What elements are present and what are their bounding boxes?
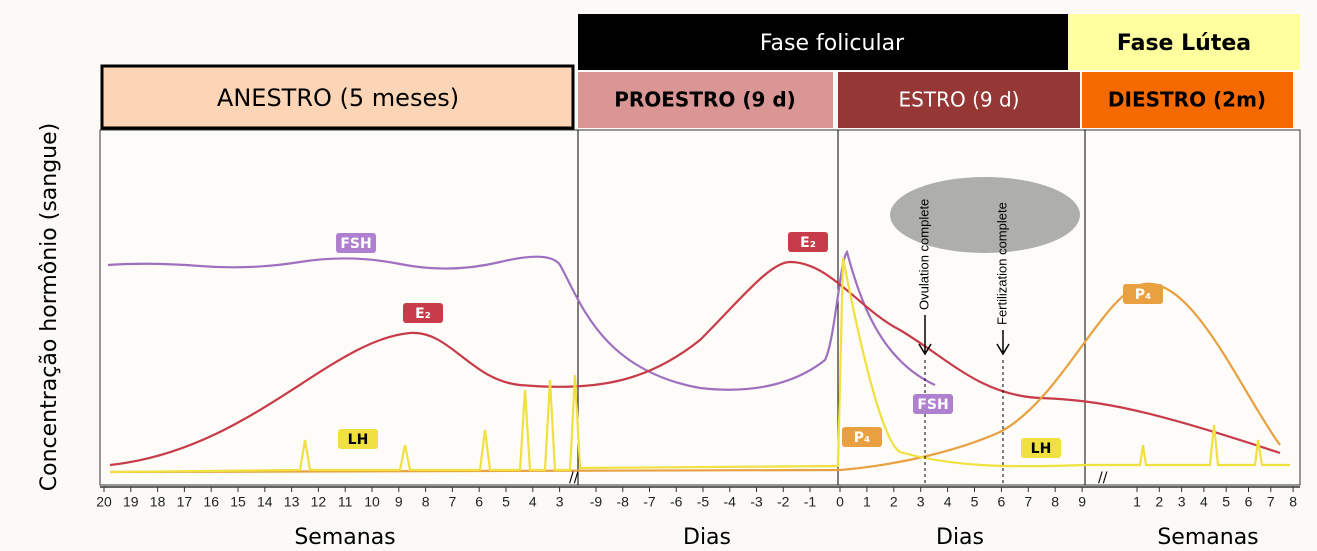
stage-label: PROESTRO (9 d) <box>614 88 796 112</box>
x-tick-label: 10 <box>364 494 380 510</box>
x-axis-label: Dias <box>683 525 731 550</box>
x-tick-label: 16 <box>203 494 219 510</box>
x-tick-label: 8 <box>1289 494 1297 510</box>
stage-label: ESTRO (9 d) <box>899 88 1020 112</box>
hormone-label: FSH <box>340 236 371 252</box>
x-tick-label: 3 <box>917 494 925 510</box>
x-tick-label: -7 <box>643 494 656 510</box>
x-tick-label: 8 <box>1051 494 1059 510</box>
x-tick-label: 2 <box>890 494 898 510</box>
stage-label: DIESTRO (2m) <box>1108 88 1266 112</box>
hormone-label: E₂ <box>415 306 431 322</box>
hormone-label: FSH <box>917 397 948 413</box>
x-tick-label: 17 <box>177 494 193 510</box>
x-tick-label: 5 <box>502 494 510 510</box>
page: Fase folicular Fase Lútea ANESTRO (5 mes… <box>0 0 1317 551</box>
stage-label: ANESTRO (5 meses) <box>217 84 459 112</box>
x-tick-label: 7 <box>1267 494 1275 510</box>
phase-label: Fase folicular <box>760 31 905 56</box>
x-tick-label: 19 <box>123 494 139 510</box>
x-tick-label: 4 <box>1200 494 1208 510</box>
x-tick-label: 14 <box>257 494 273 510</box>
x-tick-label: 9 <box>1078 494 1086 510</box>
x-tick-label: 7 <box>449 494 457 510</box>
plot-area <box>100 130 1300 485</box>
x-tick-label: 20 <box>96 494 112 510</box>
x-tick-label: 9 <box>395 494 403 510</box>
x-tick-label: -4 <box>724 494 737 510</box>
x-tick-label: 5 <box>971 494 979 510</box>
figure: Fase folicular Fase Lútea ANESTRO (5 mes… <box>0 0 1317 551</box>
x-tick-label: 1 <box>1133 494 1141 510</box>
axis-break: // <box>1098 470 1108 486</box>
hormone-label: P₄ <box>854 430 870 446</box>
axis-break: // <box>569 470 579 486</box>
x-tick-label: 8 <box>422 494 430 510</box>
x-tick-label: -3 <box>750 494 763 510</box>
x-tick-label: 6 <box>1245 494 1253 510</box>
hormone-label: P₄ <box>1135 287 1151 303</box>
x-tick-label: -6 <box>670 494 683 510</box>
x-tick-label: -5 <box>697 494 710 510</box>
x-tick-label: 3 <box>1178 494 1186 510</box>
hormone-label: LH <box>1031 441 1052 457</box>
x-tick-label: -2 <box>777 494 790 510</box>
x-tick-label: 13 <box>284 494 300 510</box>
x-tick-label: -1 <box>804 494 817 510</box>
x-axis-label: Dias <box>936 525 984 550</box>
x-axis-label: Semanas <box>1157 525 1258 550</box>
x-tick-label: 6 <box>475 494 483 510</box>
x-tick-label: 5 <box>1222 494 1230 510</box>
y-axis-label: Concentração hormônio (sangue) <box>37 123 62 491</box>
x-tick-label: -9 <box>590 494 603 510</box>
x-tick-label: 11 <box>338 494 353 510</box>
hormone-label: E₂ <box>800 235 816 251</box>
x-tick-label: 0 <box>836 494 844 510</box>
annotation: Ovulation complete <box>916 199 931 310</box>
x-tick-label: 4 <box>529 494 537 510</box>
x-tick-label: 7 <box>1024 494 1032 510</box>
x-tick-label: 15 <box>230 494 246 510</box>
x-tick-label: 6 <box>998 494 1006 510</box>
x-tick-label: 18 <box>150 494 166 510</box>
x-tick-label: 12 <box>311 494 327 510</box>
x-tick-label: 2 <box>1155 494 1163 510</box>
x-tick-label: -8 <box>617 494 630 510</box>
x-axis-label: Semanas <box>294 525 395 550</box>
hormone-label: LH <box>348 432 369 448</box>
x-tick-label: 1 <box>863 494 871 510</box>
annotation: Fertilization complete <box>994 202 1009 325</box>
x-tick-label: 3 <box>556 494 564 510</box>
x-tick-label: 4 <box>944 494 952 510</box>
phase-label: Fase Lútea <box>1117 31 1251 56</box>
